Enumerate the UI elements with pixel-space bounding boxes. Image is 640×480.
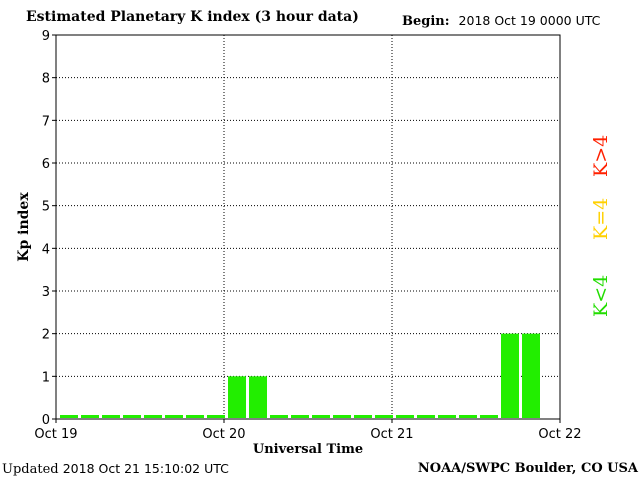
y-tick-label: 4 <box>42 242 50 257</box>
kp-bar <box>123 415 141 418</box>
kp-bar <box>375 415 393 418</box>
kp-bar <box>186 415 204 418</box>
y-tick-label: 2 <box>42 328 50 343</box>
kp-bar <box>249 376 267 418</box>
y-tick-label: 6 <box>42 157 50 172</box>
plot-frame <box>55 34 561 420</box>
kp-bar <box>501 333 519 418</box>
y-tick-label: 3 <box>42 285 50 300</box>
begin-time: Begin: 2018 Oct 19 0000 UTC <box>402 13 600 29</box>
kp-bar <box>207 415 225 418</box>
y-axis-ticks: 0 1 2 3 4 5 6 7 8 9 <box>42 29 56 428</box>
y-tick-label: 1 <box>42 370 50 385</box>
y-axis-label: Kp index <box>16 192 32 262</box>
updated-label: Updated <box>2 462 59 477</box>
chart-bars <box>60 333 540 418</box>
kp-bar <box>291 415 309 418</box>
kp-bar <box>270 415 288 418</box>
kp-bar <box>102 415 120 418</box>
chart-title: Estimated Planetary K index (3 hour data… <box>26 9 359 25</box>
kp-bar <box>144 415 162 418</box>
y-tick-label: 0 <box>42 413 50 428</box>
kp-bar <box>81 415 99 418</box>
kp-bar <box>480 415 498 418</box>
chart-grid <box>56 35 560 419</box>
begin-label: Begin: <box>402 14 450 29</box>
y-tick-label: 5 <box>42 200 50 215</box>
updated-time: Updated 2018 Oct 21 15:10:02 UTC <box>2 461 229 477</box>
kp-bar <box>522 333 540 418</box>
updated-value: 2018 Oct 21 15:10:02 UTC <box>62 461 229 476</box>
kp-bar <box>60 415 78 418</box>
kp-bar <box>228 376 246 418</box>
kp-bar <box>354 415 372 418</box>
x-axis-label: Universal Time <box>253 442 363 457</box>
x-axis-ticks: Oct 19 Oct 20 Oct 21 Oct 22 <box>34 419 582 442</box>
y-tick-label: 7 <box>42 114 50 129</box>
legend-k-greater-4: K>4 <box>590 134 612 177</box>
kp-bar <box>312 415 330 418</box>
kp-bar <box>438 415 456 418</box>
legend-k-equal-4: K=4 <box>590 197 612 240</box>
kp-bar <box>165 415 183 418</box>
begin-value: 2018 Oct 19 0000 UTC <box>458 13 601 28</box>
kp-bar <box>396 415 414 418</box>
kp-bar <box>459 415 477 418</box>
x-tick-label: Oct 21 <box>370 427 413 442</box>
legend-k-less-4: K<4 <box>590 274 612 317</box>
x-tick-label: Oct 20 <box>202 427 245 442</box>
credit-text: NOAA/SWPC Boulder, CO USA <box>417 461 638 476</box>
x-tick-label: Oct 22 <box>538 427 581 442</box>
y-tick-label: 9 <box>42 29 50 44</box>
x-tick-label: Oct 19 <box>34 427 77 442</box>
kp-bar <box>417 415 435 418</box>
y-tick-label: 8 <box>42 72 50 87</box>
kp-bar <box>333 415 351 418</box>
